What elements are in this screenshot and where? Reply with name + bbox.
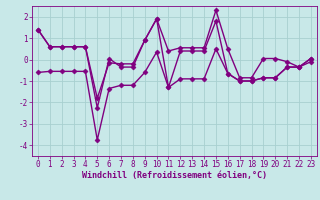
X-axis label: Windchill (Refroidissement éolien,°C): Windchill (Refroidissement éolien,°C) xyxy=(82,171,267,180)
